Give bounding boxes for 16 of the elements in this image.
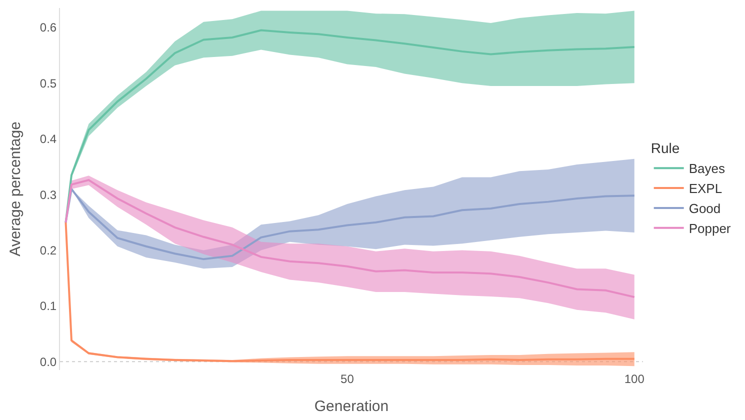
legend-label: Popper (688, 220, 732, 236)
y-tick-label: 0.3 (40, 188, 57, 202)
y-tick-label: 0.4 (40, 132, 57, 146)
y-tick-label: 0.2 (40, 243, 57, 258)
y-tick-label: 0.0 (40, 354, 57, 369)
x-tick-label: 50 (340, 372, 354, 386)
legend-label: Bayes (688, 161, 726, 176)
x-axis-title: Generation (314, 398, 389, 415)
y-tick-label: 0.5 (40, 76, 57, 90)
x-tick-label: 100 (624, 372, 645, 386)
y-tick-label: 0.6 (40, 20, 57, 35)
legend-label: Good (688, 201, 721, 216)
legend-title: Rule (650, 140, 680, 156)
y-axis-title: Average percentage (7, 122, 24, 256)
y-tick-label: 0.1 (40, 299, 57, 314)
legend-label: EXPL (688, 181, 722, 196)
